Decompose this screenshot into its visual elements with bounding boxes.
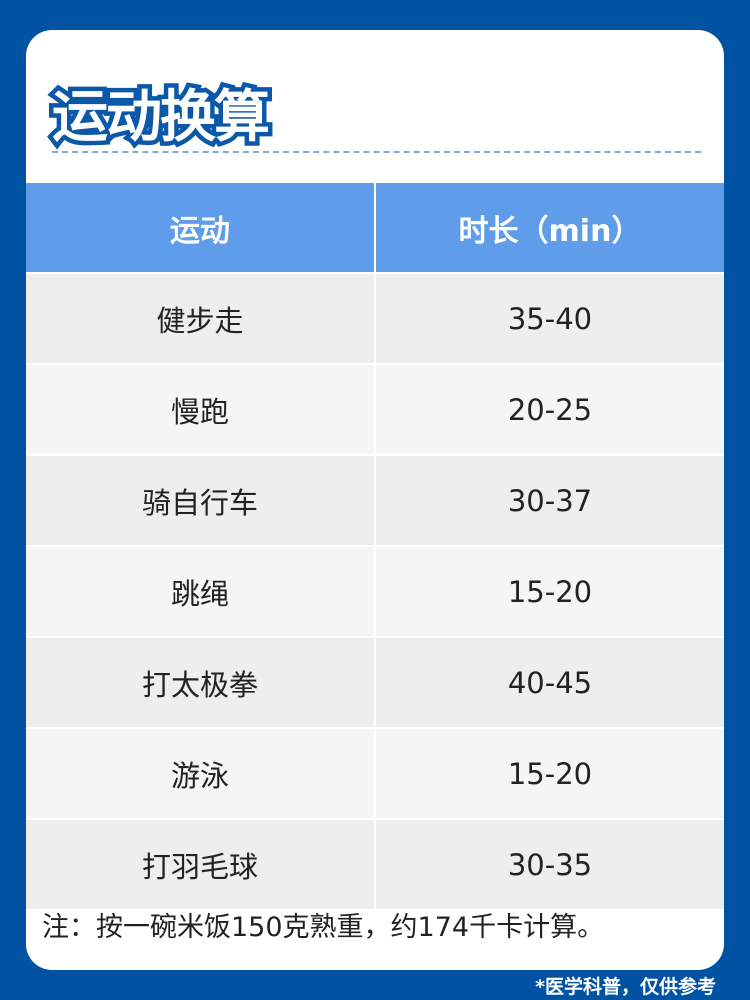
table-row: 打太极拳 40-45 — [26, 636, 724, 728]
disclaimer: *医学科普，仅供参考 — [535, 976, 716, 998]
exercise-table: 运动 时长（min） 健步走 35-40 慢跑 20-25 骑自行车 30-37 跳绳 15-… — [26, 183, 724, 909]
card: 运动换算 运动 时长（min） 健步走 35-40 慢跑 20-25 骑自行车 30-37… — [26, 30, 724, 970]
cell-duration: 30-37 — [375, 454, 724, 546]
cell-duration: 35-40 — [375, 272, 724, 364]
table-header-row: 运动 时长（min） — [26, 183, 724, 273]
table-row: 骑自行车 30-37 — [26, 454, 724, 546]
cell-duration: 40-45 — [375, 636, 724, 728]
table-row: 游泳 15-20 — [26, 727, 724, 819]
table-row: 跳绳 15-20 — [26, 545, 724, 637]
table-row: 健步走 35-40 — [26, 272, 724, 364]
table-row: 慢跑 20-25 — [26, 363, 724, 455]
page-title: 运动换算 — [48, 81, 275, 155]
cell-sport: 游泳 — [26, 727, 376, 819]
dashed-divider — [52, 151, 701, 153]
cell-duration: 30-35 — [375, 818, 724, 909]
cell-sport: 打太极拳 — [26, 636, 376, 728]
cell-sport: 慢跑 — [26, 363, 376, 455]
header-duration: 时长（min） — [375, 183, 724, 273]
cell-sport: 打羽毛球 — [26, 818, 376, 909]
cell-sport: 骑自行车 — [26, 454, 376, 546]
cell-sport: 健步走 — [26, 272, 376, 364]
cell-duration: 15-20 — [375, 545, 724, 637]
table-row: 打羽毛球 30-35 — [26, 818, 724, 909]
cell-sport: 跳绳 — [26, 545, 376, 637]
cell-duration: 20-25 — [375, 363, 724, 455]
cell-duration: 15-20 — [375, 727, 724, 819]
footnote: 注：按一碗米饭150克熟重，约174千卡计算。 — [42, 912, 605, 943]
header-sport: 运动 — [26, 183, 376, 273]
